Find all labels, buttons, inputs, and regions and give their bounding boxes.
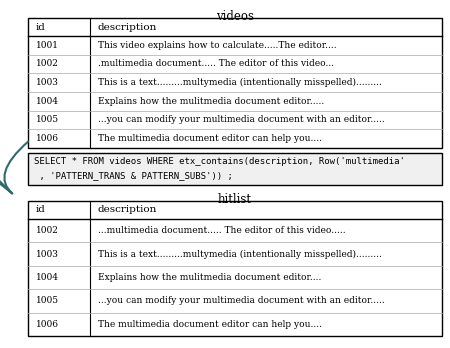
- Text: Explains how the mulitmedia document editor.....: Explains how the mulitmedia document edi…: [98, 97, 324, 106]
- Text: 1003: 1003: [36, 250, 59, 259]
- Text: 1002: 1002: [36, 226, 59, 235]
- Text: 1006: 1006: [36, 320, 59, 329]
- Text: 1005: 1005: [36, 116, 59, 125]
- Text: 1006: 1006: [36, 134, 59, 143]
- Text: This is a text.........multymedia (intentionally misspelled).........: This is a text.........multymedia (inten…: [98, 78, 382, 87]
- Text: The multimedia document editor can help you....: The multimedia document editor can help …: [98, 320, 322, 329]
- Text: This video explains how to calculate.....The editor....: This video explains how to calculate....…: [98, 41, 337, 50]
- Text: 1001: 1001: [36, 41, 59, 50]
- Text: This is a text.........multymedia (intentionally misspelled).........: This is a text.........multymedia (inten…: [98, 250, 382, 259]
- Text: description: description: [98, 206, 158, 214]
- Text: .multimedia document..... The editor of this video...: .multimedia document..... The editor of …: [98, 60, 334, 69]
- Text: id: id: [36, 206, 46, 214]
- Text: , 'PATTERN_TRANS & PATTERN_SUBS')) ;: , 'PATTERN_TRANS & PATTERN_SUBS')) ;: [34, 172, 233, 181]
- Bar: [28, 201, 442, 336]
- Text: 1002: 1002: [36, 60, 59, 69]
- Text: ...multimedia document..... The editor of this video.....: ...multimedia document..... The editor o…: [98, 226, 346, 235]
- Text: ...you can modify your multimedia document with an editor.....: ...you can modify your multimedia docume…: [98, 116, 385, 125]
- Text: ...you can modify your multimedia document with an editor.....: ...you can modify your multimedia docume…: [98, 296, 385, 306]
- Text: id: id: [36, 23, 46, 32]
- Bar: [28, 18, 442, 148]
- Text: 1003: 1003: [36, 78, 59, 87]
- Text: Explains how the mulitmedia document editor....: Explains how the mulitmedia document edi…: [98, 273, 321, 282]
- Text: The multimedia document editor can help you....: The multimedia document editor can help …: [98, 134, 322, 143]
- Bar: [28, 153, 442, 185]
- Text: videos: videos: [216, 10, 254, 23]
- Text: 1004: 1004: [36, 273, 59, 282]
- Text: hitlist: hitlist: [218, 193, 252, 206]
- Text: description: description: [98, 23, 158, 32]
- Text: 1005: 1005: [36, 296, 59, 306]
- Text: SELECT * FROM videos WHERE etx_contains(description, Row('multimedia': SELECT * FROM videos WHERE etx_contains(…: [34, 158, 405, 166]
- Text: 1004: 1004: [36, 97, 59, 106]
